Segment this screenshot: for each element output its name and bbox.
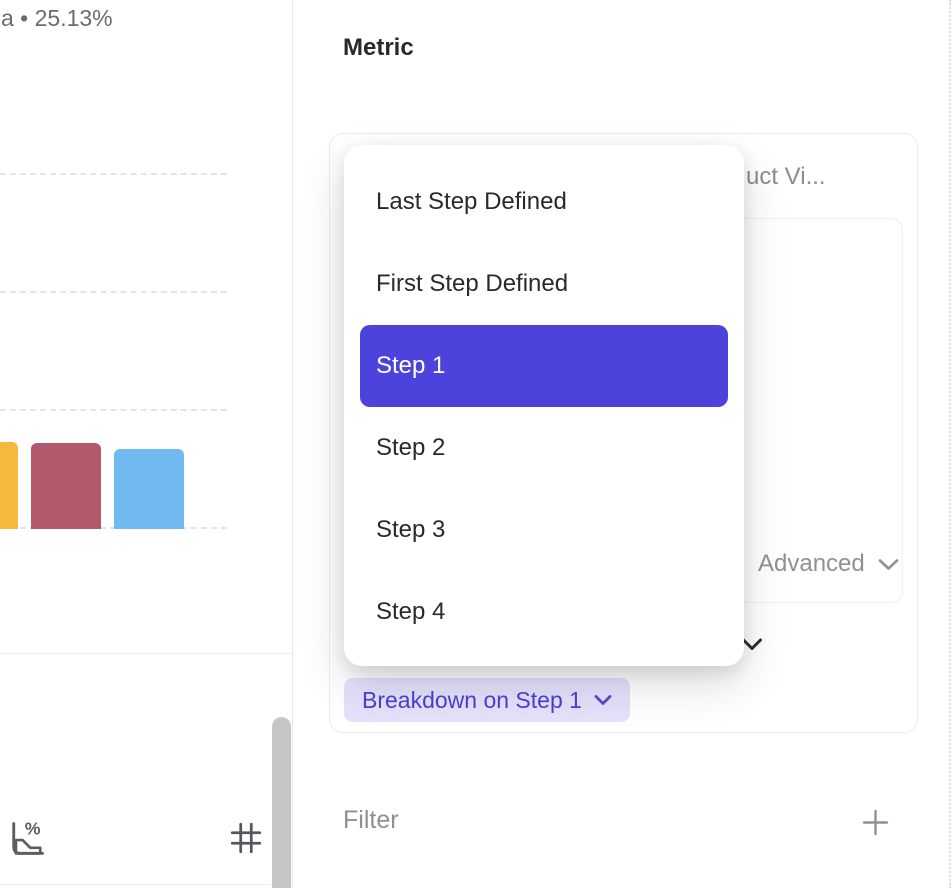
chevron-down-icon bbox=[594, 694, 612, 706]
number-grid-icon[interactable] bbox=[226, 818, 266, 858]
chart-gridline bbox=[0, 527, 227, 529]
advanced-label: Advanced bbox=[758, 550, 865, 577]
chart-gridline bbox=[0, 173, 227, 175]
funnel-bar-blue[interactable] bbox=[114, 449, 184, 529]
breakdown-chip-label: Breakdown on Step 1 bbox=[362, 686, 582, 713]
chevron-down-icon bbox=[878, 558, 899, 571]
chart-gridline bbox=[0, 291, 227, 293]
funnel-bar-yellow[interactable] bbox=[0, 442, 18, 529]
menu-item-step-2[interactable]: Step 2 bbox=[376, 434, 446, 461]
panel-bottom-divider bbox=[0, 884, 271, 885]
menu-item-step-1[interactable]: Step 1 bbox=[360, 325, 728, 407]
menu-item-last-step-defined[interactable]: Last Step Defined bbox=[376, 188, 567, 215]
menu-item-first-step-defined[interactable]: First Step Defined bbox=[376, 270, 569, 297]
add-filter-button[interactable] bbox=[861, 808, 890, 837]
event-name-truncated: uct Vi... bbox=[746, 163, 826, 190]
panel-vertical-divider bbox=[292, 0, 293, 888]
step-selector-dropdown: Last Step Defined First Step Defined Ste… bbox=[344, 145, 744, 666]
chart-legend-fragment: a • 25.13% bbox=[1, 5, 113, 31]
menu-item-step-4[interactable]: Step 4 bbox=[376, 598, 446, 625]
menu-item-step-3[interactable]: Step 3 bbox=[376, 516, 446, 543]
funnel-bar-maroon[interactable] bbox=[31, 443, 101, 529]
right-edge-dotted-divider bbox=[949, 0, 951, 888]
panel-horizontal-divider bbox=[0, 653, 293, 654]
breakdown-chip[interactable]: Breakdown on Step 1 bbox=[344, 678, 630, 722]
metric-section-title: Metric bbox=[343, 34, 414, 61]
svg-text:%: % bbox=[25, 819, 41, 839]
vertical-scrollbar-thumb[interactable] bbox=[272, 717, 291, 888]
collapsed-row-chevron-icon[interactable] bbox=[741, 637, 763, 655]
chart-gridline bbox=[0, 409, 227, 411]
percent-chart-icon[interactable]: % bbox=[4, 816, 50, 862]
advanced-toggle[interactable]: Advanced bbox=[758, 550, 899, 578]
filter-section-title: Filter bbox=[343, 806, 399, 834]
